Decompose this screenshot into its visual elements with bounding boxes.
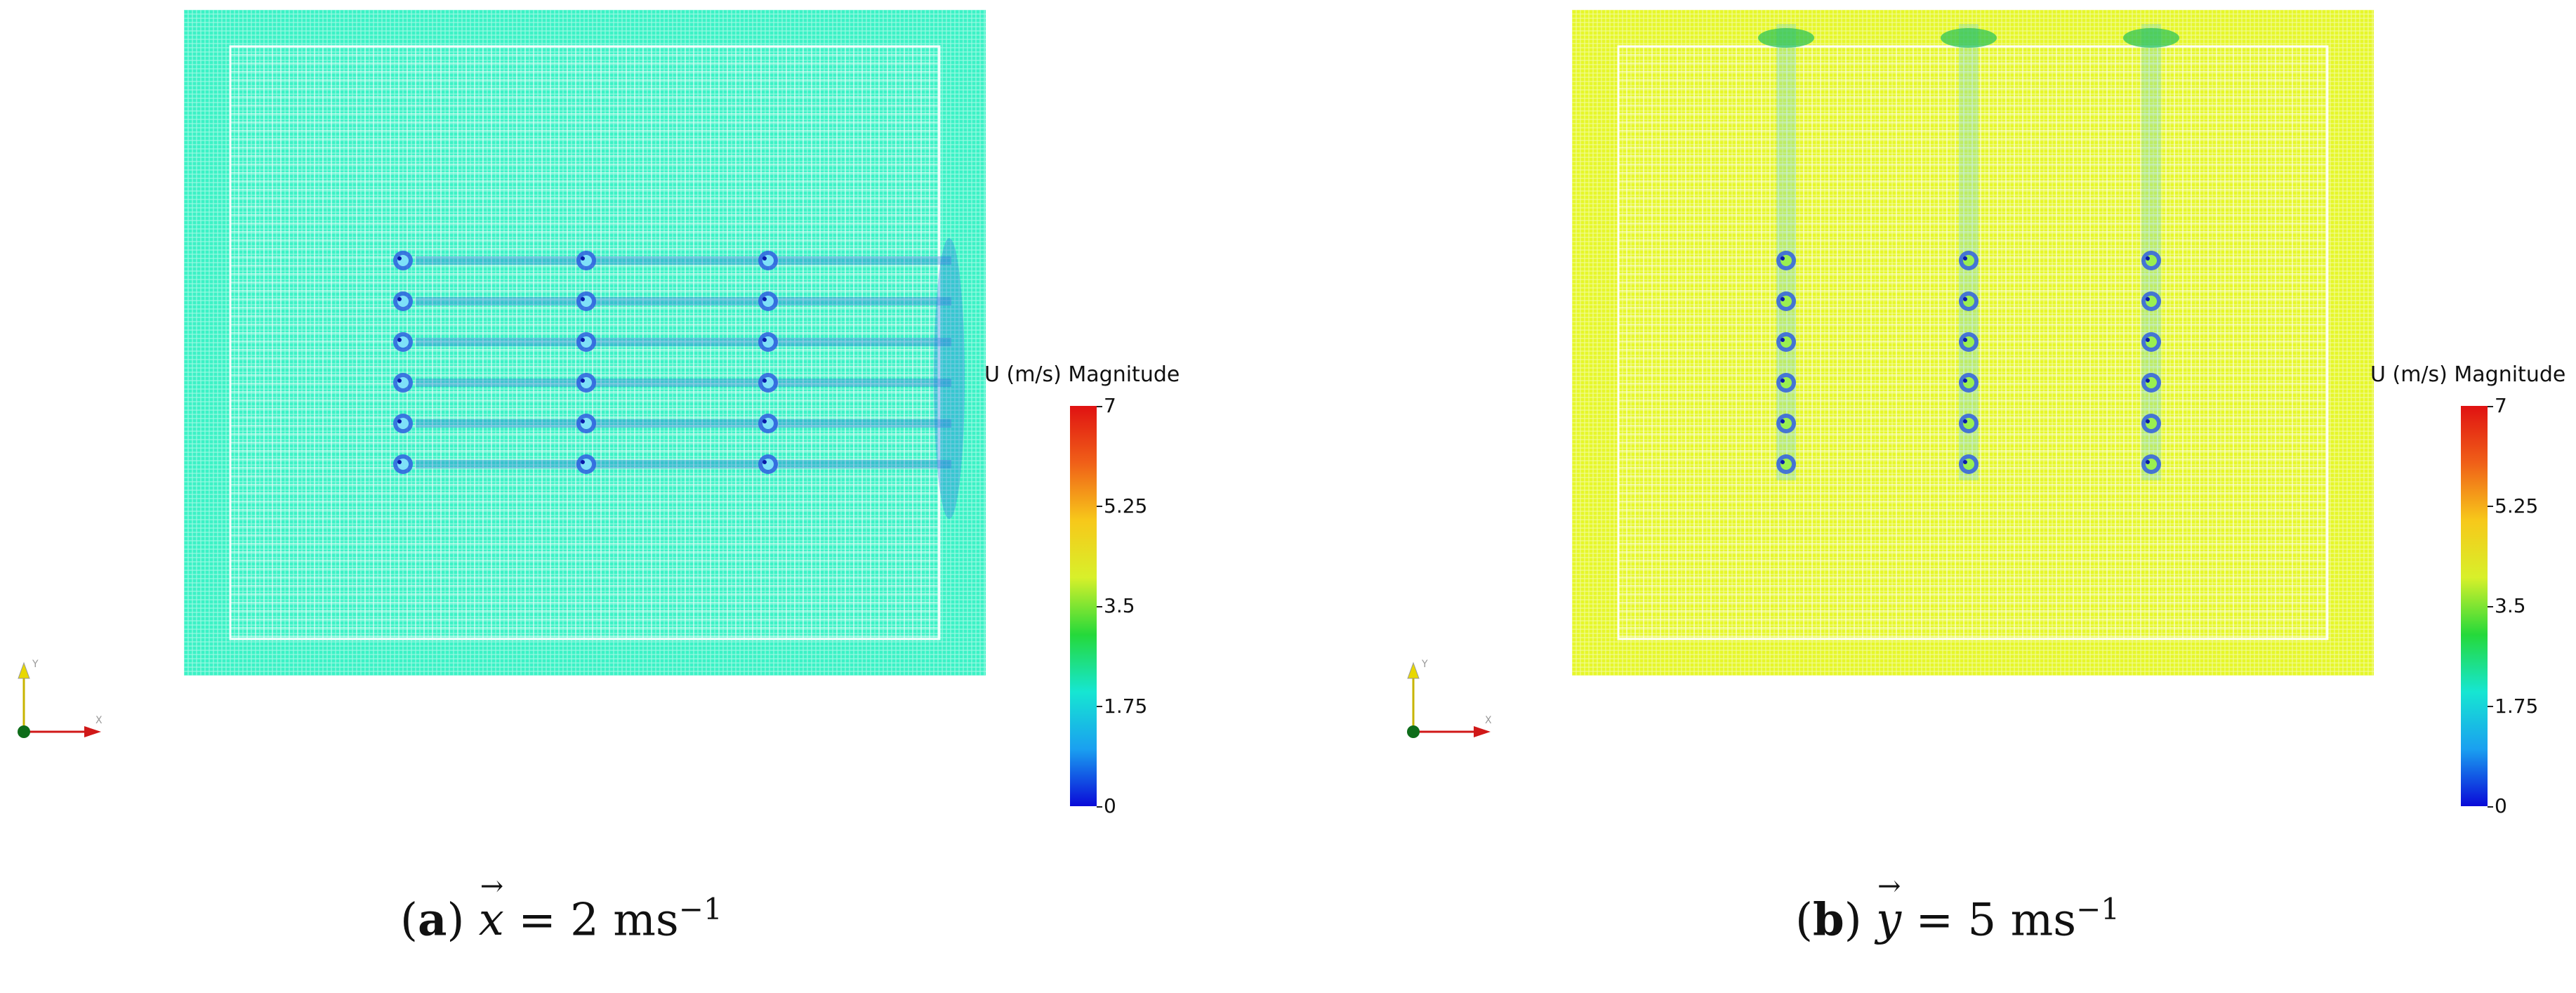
obstacle xyxy=(576,373,596,393)
obstacle xyxy=(2141,291,2161,311)
wake-band xyxy=(416,419,951,428)
obstacle xyxy=(393,454,413,474)
obstacle xyxy=(2141,251,2161,270)
caption-exponent: −1 xyxy=(2076,892,2120,926)
caption-label: b xyxy=(1812,893,1844,947)
obstacle xyxy=(1776,414,1796,433)
caption-exponent: −1 xyxy=(678,892,722,926)
orientation-axes-icon: Y X xyxy=(18,659,103,738)
obstacle xyxy=(393,332,413,352)
wake-band xyxy=(416,338,951,346)
inlet-jet xyxy=(1758,28,1814,48)
obstacle xyxy=(1776,373,1796,393)
obstacle xyxy=(758,291,778,311)
obstacle xyxy=(1959,332,1979,352)
colorbar xyxy=(2461,406,2488,806)
colorbar-tick: 3.5 xyxy=(1097,594,1135,617)
colorbar-tick: 0 xyxy=(1097,794,1116,817)
obstacle xyxy=(393,373,413,393)
obstacle xyxy=(758,332,778,352)
obstacle xyxy=(2141,332,2161,352)
wake-band xyxy=(416,256,951,265)
colorbar-tick: 3.5 xyxy=(2488,594,2526,617)
colorbar-tick: 1.75 xyxy=(2487,694,2539,718)
svg-text:Y: Y xyxy=(1421,659,1428,670)
figure-panel-a: U (m/s) Magnitude 7 5.25 3.5 1.75 0 Y X (a) … xyxy=(0,0,1288,993)
obstacle xyxy=(1776,332,1796,352)
obstacle xyxy=(1959,414,1979,433)
caption-variable: y xyxy=(1876,870,1901,946)
obstacle xyxy=(576,291,596,311)
obstacle xyxy=(576,454,596,474)
obstacle xyxy=(1959,373,1979,393)
obstacle xyxy=(2141,373,2161,393)
velocity-field-a xyxy=(184,10,986,676)
obstacle xyxy=(758,454,778,474)
obstacle xyxy=(758,251,778,270)
wake-band xyxy=(416,460,951,468)
colorbar-tick: 5.25 xyxy=(2487,494,2539,518)
caption-label: a xyxy=(417,893,447,947)
obstacle xyxy=(576,332,596,352)
colorbar xyxy=(1070,406,1097,806)
caption-value: = 2 ms xyxy=(503,894,679,947)
orientation-axes-icon: Y X xyxy=(1407,659,1492,738)
obstacle xyxy=(758,373,778,393)
wake-band xyxy=(416,379,951,387)
colorbar-tick: 0 xyxy=(2488,794,2507,817)
inlet-jet xyxy=(2123,28,2179,48)
legend-title: U (m/s) Magnitude xyxy=(2370,362,2566,387)
obstacle xyxy=(576,251,596,270)
obstacle xyxy=(1959,251,1979,270)
caption-value: = 5 ms xyxy=(1901,894,2077,947)
obstacle xyxy=(758,414,778,433)
obstacle xyxy=(576,414,596,433)
outlet-jet xyxy=(934,238,965,519)
colorbar-tick: 7 xyxy=(2488,394,2507,417)
obstacle xyxy=(393,414,413,433)
colorbar-tick: 7 xyxy=(1097,394,1116,417)
inner-mesh xyxy=(1618,46,2327,639)
caption-a: (a) x = 2 ms−1 xyxy=(400,870,722,947)
svg-text:Y: Y xyxy=(32,659,39,670)
velocity-field-b xyxy=(1572,10,2374,676)
wake-band xyxy=(416,297,951,305)
inner-mesh xyxy=(230,46,939,639)
caption-b: (b) y = 5 ms−1 xyxy=(1795,870,2120,947)
obstacle xyxy=(1959,454,1979,474)
obstacle xyxy=(2141,414,2161,433)
colorbar-tick: 1.75 xyxy=(1096,694,1148,718)
obstacle xyxy=(2141,454,2161,474)
obstacle xyxy=(1959,291,1979,311)
legend-title: U (m/s) Magnitude xyxy=(984,362,1180,387)
obstacle xyxy=(1776,454,1796,474)
caption-variable: x xyxy=(479,870,504,946)
colorbar-tick: 5.25 xyxy=(1096,494,1148,518)
inlet-jet xyxy=(1941,28,1997,48)
svg-text:X: X xyxy=(1485,715,1492,726)
obstacle xyxy=(393,251,413,270)
obstacle xyxy=(1776,251,1796,270)
obstacle xyxy=(1776,291,1796,311)
figure-panel-b: U (m/s) Magnitude 7 5.25 3.5 1.75 0 Y X (b) … xyxy=(1288,0,2576,993)
obstacle xyxy=(393,291,413,311)
svg-text:X: X xyxy=(95,715,103,726)
